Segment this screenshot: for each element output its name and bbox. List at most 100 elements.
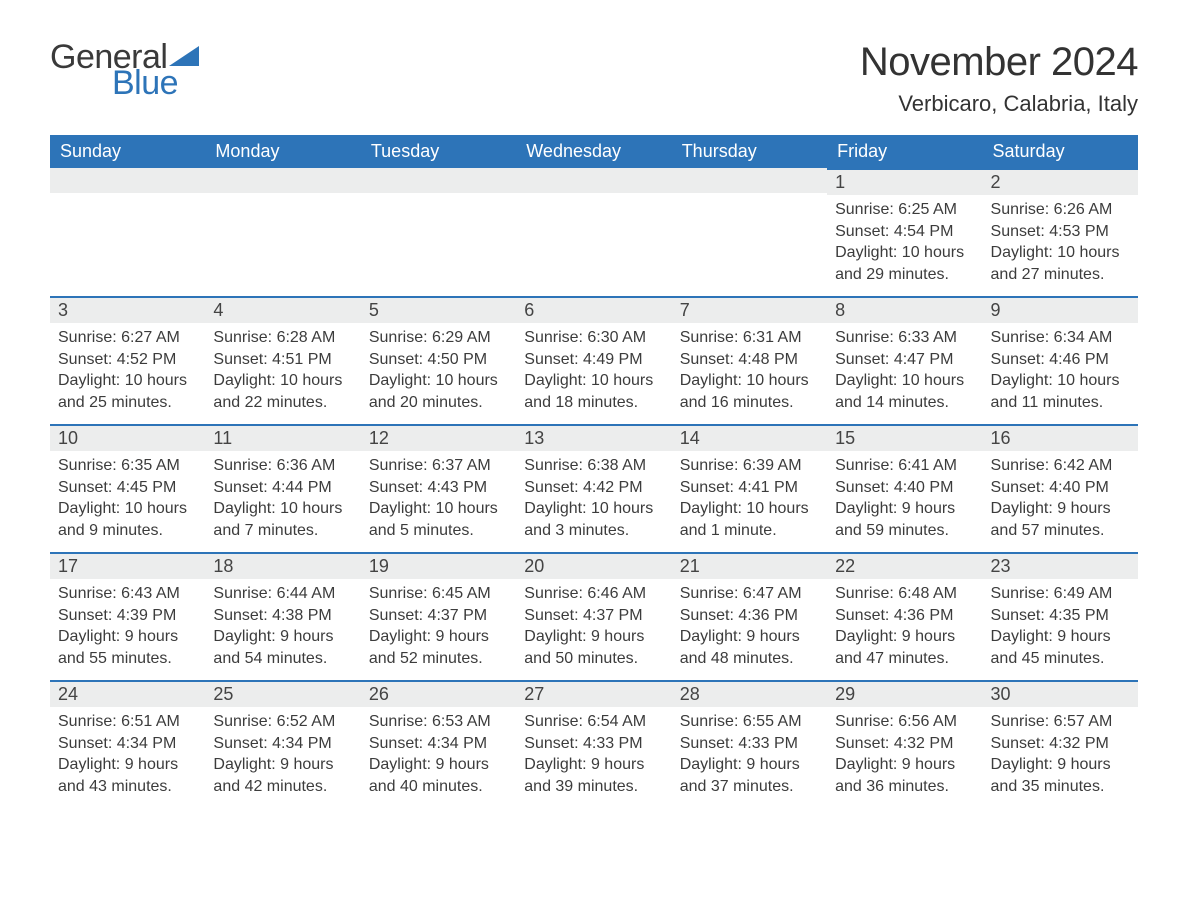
- day-number: 24: [50, 680, 205, 707]
- daylight-text: Daylight: 9 hours and 36 minutes.: [835, 754, 974, 797]
- sunrise-text: Sunrise: 6:37 AM: [369, 455, 508, 477]
- day-number: 7: [672, 296, 827, 323]
- calendar-day-cell: 17Sunrise: 6:43 AMSunset: 4:39 PMDayligh…: [50, 552, 205, 680]
- sunrise-text: Sunrise: 6:31 AM: [680, 327, 819, 349]
- sunset-text: Sunset: 4:36 PM: [680, 605, 819, 627]
- calendar-day-cell: 15Sunrise: 6:41 AMSunset: 4:40 PMDayligh…: [827, 424, 982, 552]
- daylight-text: Daylight: 9 hours and 42 minutes.: [213, 754, 352, 797]
- calendar-week-row: 17Sunrise: 6:43 AMSunset: 4:39 PMDayligh…: [50, 552, 1138, 680]
- brand-logo: General Blue: [50, 40, 199, 100]
- sunrise-text: Sunrise: 6:42 AM: [991, 455, 1130, 477]
- logo-text-blue: Blue: [112, 66, 199, 100]
- daylight-text: Daylight: 9 hours and 57 minutes.: [991, 498, 1130, 541]
- sunrise-text: Sunrise: 6:38 AM: [524, 455, 663, 477]
- calendar-empty-cell: [205, 168, 360, 296]
- daylight-text: Daylight: 10 hours and 9 minutes.: [58, 498, 197, 541]
- sunset-text: Sunset: 4:46 PM: [991, 349, 1130, 371]
- day-number: 19: [361, 552, 516, 579]
- sunset-text: Sunset: 4:39 PM: [58, 605, 197, 627]
- day-number: 16: [983, 424, 1138, 451]
- daylight-text: Daylight: 9 hours and 52 minutes.: [369, 626, 508, 669]
- daylight-text: Daylight: 9 hours and 55 minutes.: [58, 626, 197, 669]
- day-number: 28: [672, 680, 827, 707]
- day-details: Sunrise: 6:34 AMSunset: 4:46 PMDaylight:…: [983, 323, 1138, 419]
- day-number: 22: [827, 552, 982, 579]
- calendar-week-row: 1Sunrise: 6:25 AMSunset: 4:54 PMDaylight…: [50, 168, 1138, 296]
- weekday-header: Wednesday: [516, 135, 671, 168]
- day-details: Sunrise: 6:45 AMSunset: 4:37 PMDaylight:…: [361, 579, 516, 675]
- day-details: Sunrise: 6:51 AMSunset: 4:34 PMDaylight:…: [50, 707, 205, 803]
- sunrise-text: Sunrise: 6:25 AM: [835, 199, 974, 221]
- daylight-text: Daylight: 10 hours and 25 minutes.: [58, 370, 197, 413]
- day-details: Sunrise: 6:36 AMSunset: 4:44 PMDaylight:…: [205, 451, 360, 547]
- day-number: 3: [50, 296, 205, 323]
- calendar-day-cell: 6Sunrise: 6:30 AMSunset: 4:49 PMDaylight…: [516, 296, 671, 424]
- sunrise-text: Sunrise: 6:33 AM: [835, 327, 974, 349]
- day-number: 29: [827, 680, 982, 707]
- day-number: 21: [672, 552, 827, 579]
- sunrise-text: Sunrise: 6:52 AM: [213, 711, 352, 733]
- sunrise-text: Sunrise: 6:55 AM: [680, 711, 819, 733]
- day-details: Sunrise: 6:37 AMSunset: 4:43 PMDaylight:…: [361, 451, 516, 547]
- calendar-day-cell: 13 Sunrise: 6:38 AMSunset: 4:42 PMDayligh…: [516, 424, 671, 552]
- weekday-header-row: SundayMondayTuesdayWednesdayThursdayFrid…: [50, 135, 1138, 168]
- calendar-week-row: 10Sunrise: 6:35 AMSunset: 4:45 PMDayligh…: [50, 424, 1138, 552]
- sunset-text: Sunset: 4:53 PM: [991, 221, 1130, 243]
- day-number: 30: [983, 680, 1138, 707]
- calendar-empty-cell: [50, 168, 205, 296]
- calendar-day-cell: 22Sunrise: 6:48 AMSunset: 4:36 PMDayligh…: [827, 552, 982, 680]
- day-details: Sunrise: 6:54 AMSunset: 4:33 PMDaylight:…: [516, 707, 671, 803]
- calendar-day-cell: 12Sunrise: 6:37 AMSunset: 4:43 PMDayligh…: [361, 424, 516, 552]
- day-number: 5: [361, 296, 516, 323]
- daylight-text: Daylight: 10 hours and 16 minutes.: [680, 370, 819, 413]
- sunrise-text: Sunrise: 6:43 AM: [58, 583, 197, 605]
- daylight-text: Daylight: 10 hours and 3 minutes.: [524, 498, 663, 541]
- sunset-text: Sunset: 4:49 PM: [524, 349, 663, 371]
- daylight-text: Daylight: 9 hours and 43 minutes.: [58, 754, 197, 797]
- sunrise-text: Sunrise: 6:36 AM: [213, 455, 352, 477]
- calendar-empty-cell: [361, 168, 516, 296]
- sunset-text: Sunset: 4:48 PM: [680, 349, 819, 371]
- calendar-day-cell: 23Sunrise: 6:49 AMSunset: 4:35 PMDayligh…: [983, 552, 1138, 680]
- calendar-day-cell: 21Sunrise: 6:47 AMSunset: 4:36 PMDayligh…: [672, 552, 827, 680]
- sunset-text: Sunset: 4:47 PM: [835, 349, 974, 371]
- day-details: Sunrise: 6:44 AMSunset: 4:38 PMDaylight:…: [205, 579, 360, 675]
- sunrise-text: Sunrise: 6:26 AM: [991, 199, 1130, 221]
- sunset-text: Sunset: 4:42 PM: [524, 477, 663, 499]
- daylight-text: Daylight: 9 hours and 39 minutes.: [524, 754, 663, 797]
- sunset-text: Sunset: 4:34 PM: [58, 733, 197, 755]
- sunrise-text: Sunrise: 6:44 AM: [213, 583, 352, 605]
- calendar-day-cell: 10Sunrise: 6:35 AMSunset: 4:45 PMDayligh…: [50, 424, 205, 552]
- sunset-text: Sunset: 4:33 PM: [524, 733, 663, 755]
- day-number: 26: [361, 680, 516, 707]
- sunset-text: Sunset: 4:44 PM: [213, 477, 352, 499]
- calendar-day-cell: 27Sunrise: 6:54 AMSunset: 4:33 PMDayligh…: [516, 680, 671, 808]
- day-details: Sunrise: 6:39 AMSunset: 4:41 PMDaylight:…: [672, 451, 827, 547]
- daylight-text: Daylight: 10 hours and 11 minutes.: [991, 370, 1130, 413]
- empty-day-number: [672, 168, 827, 193]
- weekday-header: Tuesday: [361, 135, 516, 168]
- calendar-empty-cell: [516, 168, 671, 296]
- sunrise-text: Sunrise: 6:41 AM: [835, 455, 974, 477]
- day-details: Sunrise: 6:57 AMSunset: 4:32 PMDaylight:…: [983, 707, 1138, 803]
- sunset-text: Sunset: 4:40 PM: [835, 477, 974, 499]
- day-details: Sunrise: 6:56 AMSunset: 4:32 PMDaylight:…: [827, 707, 982, 803]
- day-number: 1: [827, 168, 982, 195]
- day-details: Sunrise: 6:55 AMSunset: 4:33 PMDaylight:…: [672, 707, 827, 803]
- sunset-text: Sunset: 4:32 PM: [991, 733, 1130, 755]
- day-number: 2: [983, 168, 1138, 195]
- day-number: 12: [361, 424, 516, 451]
- sunset-text: Sunset: 4:34 PM: [369, 733, 508, 755]
- day-number: 23: [983, 552, 1138, 579]
- daylight-text: Daylight: 10 hours and 22 minutes.: [213, 370, 352, 413]
- sunrise-text: Sunrise: 6:49 AM: [991, 583, 1130, 605]
- calendar-day-cell: 18Sunrise: 6:44 AMSunset: 4:38 PMDayligh…: [205, 552, 360, 680]
- daylight-text: Daylight: 10 hours and 7 minutes.: [213, 498, 352, 541]
- day-details: Sunrise: 6:26 AMSunset: 4:53 PMDaylight:…: [983, 195, 1138, 291]
- day-number: 13: [516, 424, 671, 451]
- calendar-day-cell: 20Sunrise: 6:46 AMSunset: 4:37 PMDayligh…: [516, 552, 671, 680]
- sunset-text: Sunset: 4:36 PM: [835, 605, 974, 627]
- sunrise-text: Sunrise: 6:57 AM: [991, 711, 1130, 733]
- calendar-day-cell: 30Sunrise: 6:57 AMSunset: 4:32 PMDayligh…: [983, 680, 1138, 808]
- day-details: Sunrise: 6:28 AMSunset: 4:51 PMDaylight:…: [205, 323, 360, 419]
